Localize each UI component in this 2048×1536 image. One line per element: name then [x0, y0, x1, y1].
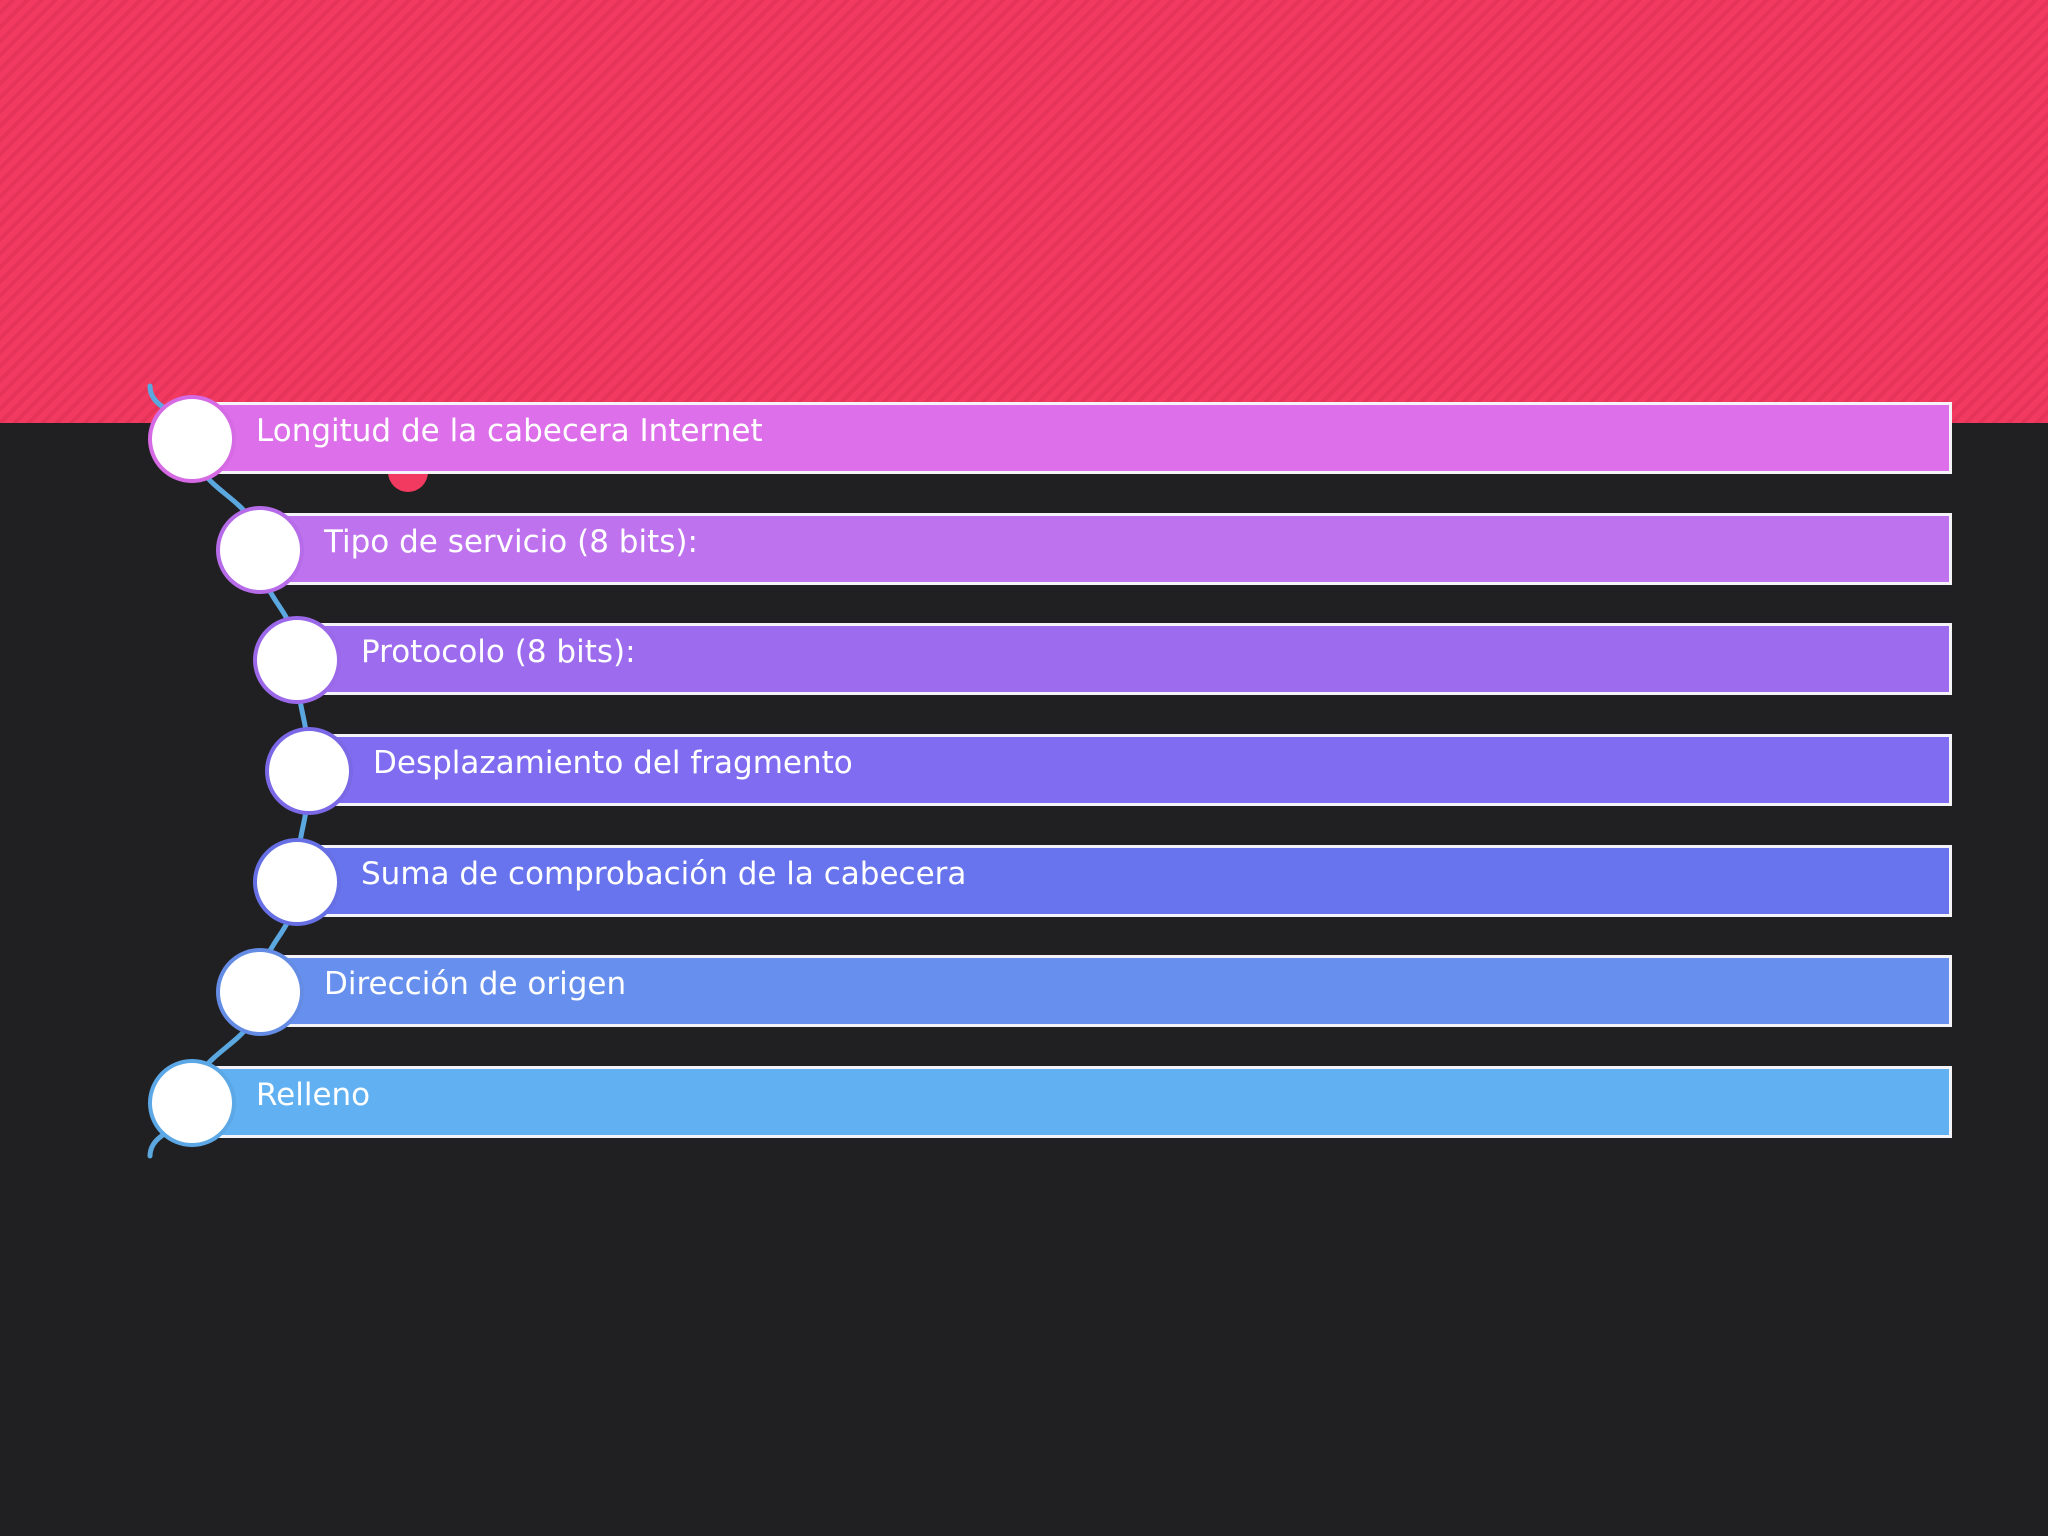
list-item-label: Suma de comprobación de la cabecera [361, 856, 967, 892]
list-item-bar: Dirección de origen [260, 955, 1952, 1027]
list-item-bar: Desplazamiento del fragmento [309, 734, 1952, 806]
list-item-node-circle [253, 616, 341, 704]
list-item-label: Relleno [256, 1077, 371, 1113]
header-band [0, 0, 2048, 423]
list-item-node-circle [148, 395, 236, 483]
list-item-label: Tipo de servicio (8 bits): [324, 524, 698, 560]
list-item-node-circle [216, 506, 304, 594]
list-item-bar: Protocolo (8 bits): [297, 623, 1952, 695]
list-item-node-circle [148, 1059, 236, 1147]
list-item-label: Longitud de la cabecera Internet [256, 413, 763, 449]
list-item-node-circle [265, 727, 353, 815]
list-item-node-circle [253, 838, 341, 926]
list-item-node-circle [216, 948, 304, 1036]
list-item-label: Dirección de origen [324, 966, 627, 1002]
list-item-bar: Longitud de la cabecera Internet [192, 402, 1952, 474]
list-item-bar: Relleno [192, 1066, 1952, 1138]
list-item-label: Desplazamiento del fragmento [373, 745, 853, 781]
list-item-bar: Tipo de servicio (8 bits): [260, 513, 1952, 585]
list-item-bar: Suma de comprobación de la cabecera [297, 845, 1952, 917]
list-item-label: Protocolo (8 bits): [361, 634, 636, 670]
